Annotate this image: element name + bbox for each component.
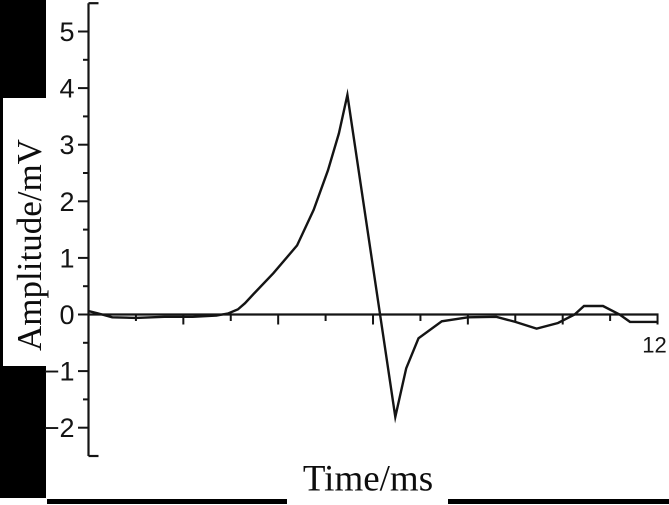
waveform-curve — [88, 88, 658, 424]
y-tick-label: 5 — [59, 17, 74, 47]
y-tick-label: 3 — [59, 130, 74, 160]
y-tick-label: −1 — [44, 357, 75, 387]
y-tick-label: 0 — [59, 300, 74, 330]
x-tick-label-12: 12 — [642, 333, 666, 358]
y-tick-label: 1 — [59, 243, 74, 273]
y-tick-label: 2 — [59, 187, 74, 217]
y-tick-label: −2 — [44, 413, 75, 443]
y-axis-label-box — [3, 98, 89, 366]
x-axis-label-box — [287, 453, 448, 505]
x-axis-title: Time/ms — [302, 458, 434, 500]
y-tick-label: 4 — [59, 74, 74, 104]
